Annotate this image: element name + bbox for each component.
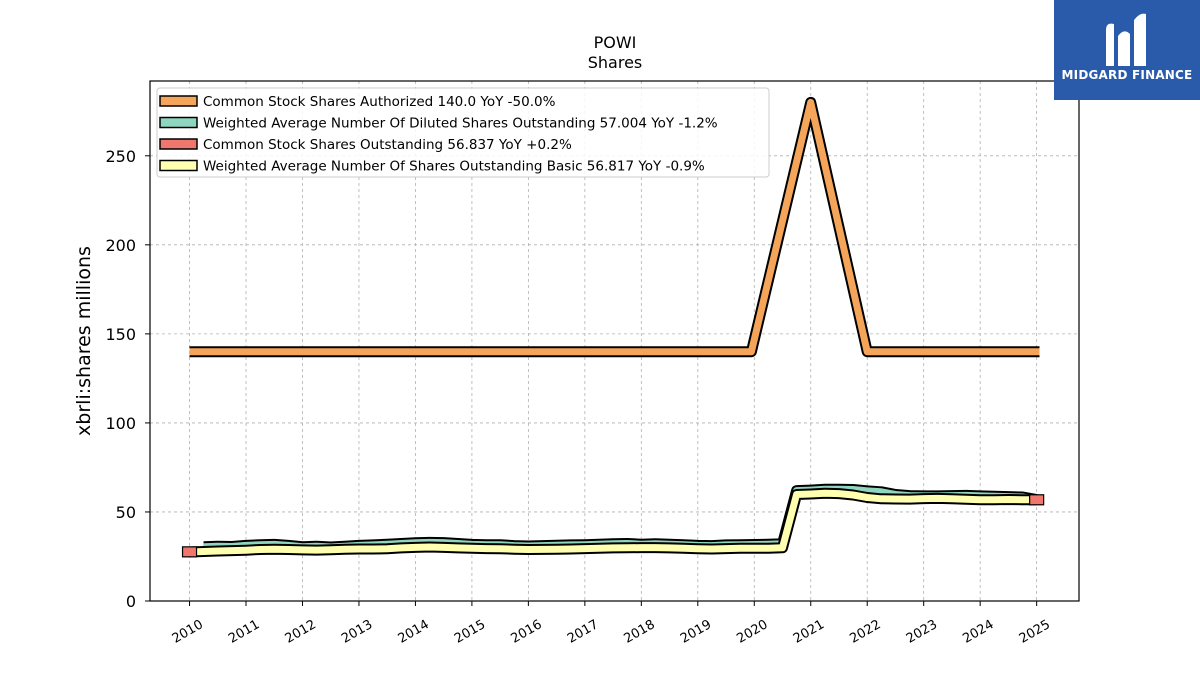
chart-subtitle: Shares [588, 53, 643, 72]
legend-label: Weighted Average Number Of Shares Outsta… [203, 159, 705, 175]
y-tick-label: 100 [105, 414, 136, 433]
outstanding-series-marker [1029, 494, 1045, 506]
y-tick-label: 250 [105, 147, 136, 166]
legend-label: Common Stock Shares Authorized 140.0 YoY… [203, 94, 556, 110]
legend: Common Stock Shares Authorized 140.0 YoY… [156, 87, 770, 178]
logo-mark-icon [1106, 13, 1146, 67]
y-tick-label: 200 [105, 236, 136, 255]
logo-text: MIDGARD FINANCE [1061, 68, 1193, 82]
y-tick-label: 150 [105, 325, 136, 344]
legend-swatch [159, 116, 198, 129]
y-tick-label: 50 [116, 503, 136, 522]
chart-title: POWI [594, 33, 637, 52]
legend-label: Weighted Average Number Of Diluted Share… [203, 116, 718, 132]
basic-series-line [189, 489, 1037, 556]
outstanding-series-marker [181, 546, 198, 558]
legend-swatch [159, 159, 198, 172]
legend-swatch [159, 138, 198, 150]
series-layer [181, 96, 1045, 558]
y-axis-label: xbrli:shares millions [73, 246, 95, 436]
authorized-series-line [189, 98, 1040, 356]
plot-frame [149, 80, 1080, 602]
midgard-finance-logo: MIDGARD FINANCE [1054, 0, 1200, 100]
legend-box [156, 87, 770, 178]
legend-swatch [159, 95, 198, 107]
legend-label: Common Stock Shares Outstanding 56.837 Y… [203, 137, 572, 153]
y-tick-label: 0 [126, 592, 136, 611]
